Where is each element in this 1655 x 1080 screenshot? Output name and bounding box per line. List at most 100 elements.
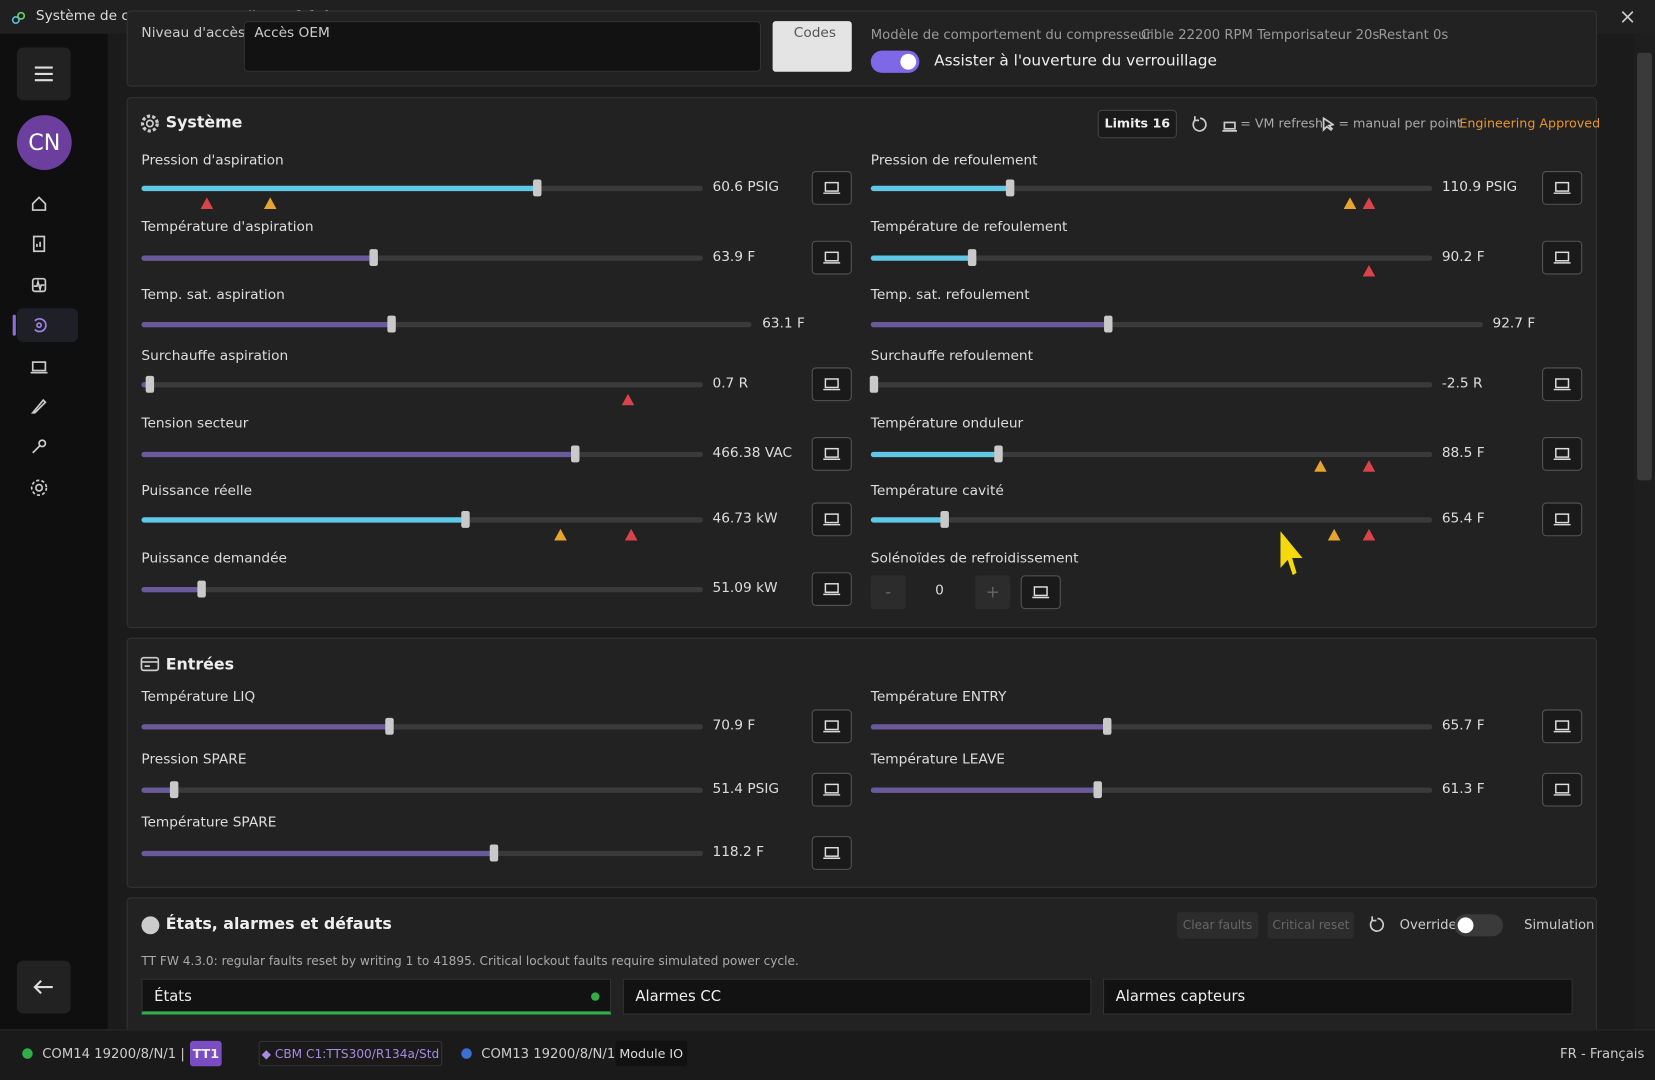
slider-track[interactable] bbox=[870, 723, 1433, 729]
monitor-button[interactable] bbox=[811, 502, 852, 537]
slider-thumb[interactable] bbox=[169, 781, 179, 799]
slider-track[interactable] bbox=[141, 321, 752, 327]
monitor-button[interactable] bbox=[811, 240, 852, 275]
slider-thumb[interactable] bbox=[1093, 781, 1102, 799]
nav-icon[interactable] bbox=[30, 397, 49, 416]
monitor-button[interactable] bbox=[811, 709, 852, 744]
back-button[interactable] bbox=[16, 960, 71, 1014]
monitor-button[interactable] bbox=[1542, 502, 1583, 537]
slider-thumb[interactable] bbox=[145, 375, 155, 393]
codes-button[interactable] bbox=[772, 21, 852, 72]
slider-thumb[interactable] bbox=[869, 375, 878, 393]
sidebar bbox=[0, 33, 108, 1030]
slider-thumb[interactable] bbox=[369, 249, 378, 267]
avatar[interactable]: CN bbox=[16, 115, 72, 170]
scroll-thumb[interactable] bbox=[1637, 52, 1652, 481]
slider-thumb[interactable] bbox=[385, 717, 394, 735]
monitor-button[interactable] bbox=[1542, 367, 1583, 402]
monitor-button[interactable] bbox=[1542, 171, 1583, 205]
monitor-button[interactable] bbox=[1542, 772, 1583, 807]
slider-track[interactable] bbox=[870, 321, 1483, 327]
close[interactable] bbox=[1620, 8, 1635, 25]
state-tab[interactable] bbox=[1102, 978, 1573, 1015]
slider-thumb[interactable] bbox=[197, 580, 207, 598]
nav-icon[interactable] bbox=[30, 357, 49, 376]
monitor-button[interactable] bbox=[811, 772, 852, 807]
nav-icon[interactable] bbox=[30, 437, 49, 456]
slider-track[interactable] bbox=[870, 254, 1433, 261]
badge: ◆ CBM C1:TTS300/R134a/Std bbox=[258, 1040, 443, 1067]
nav-icon[interactable] bbox=[30, 316, 49, 335]
slider-thumb[interactable] bbox=[533, 179, 542, 197]
slider-track[interactable] bbox=[141, 723, 703, 729]
slider-label: Température d'aspiration bbox=[141, 219, 314, 236]
critical-button[interactable]: Critical reset bbox=[1267, 912, 1355, 939]
icon-part bbox=[1322, 116, 1336, 132]
slider-thumb[interactable] bbox=[461, 510, 471, 528]
toggle-label: Assister à l'ouverture du verrouillage bbox=[934, 52, 1217, 70]
nav-icon[interactable] bbox=[30, 193, 49, 212]
slider-thumb[interactable] bbox=[387, 315, 396, 333]
monitor-button[interactable] bbox=[1542, 437, 1583, 471]
monitor-button[interactable] bbox=[1542, 240, 1583, 275]
slider-value: 60.6 PSIG bbox=[712, 179, 780, 196]
monitor-button[interactable] bbox=[811, 367, 852, 402]
refresh-icon[interactable] bbox=[1367, 914, 1388, 935]
limit-marker bbox=[624, 528, 638, 541]
slider-fill bbox=[870, 451, 999, 457]
monitor-button[interactable] bbox=[811, 171, 852, 205]
slider-value: -2.5 R bbox=[1441, 375, 1483, 392]
slider-label: Température LEAVE bbox=[870, 751, 1005, 768]
icon-part bbox=[823, 513, 841, 526]
icon-part bbox=[32, 235, 46, 253]
icon-part bbox=[32, 439, 47, 454]
state-tab[interactable] bbox=[622, 978, 1092, 1015]
nav-icon[interactable] bbox=[30, 478, 49, 497]
refresh-icon[interactable] bbox=[1190, 114, 1211, 135]
toggle-knob bbox=[1457, 917, 1474, 934]
slider-fill bbox=[870, 787, 1098, 793]
icon-part bbox=[35, 483, 44, 492]
section-title: Entrées bbox=[165, 654, 235, 674]
monitor-button[interactable] bbox=[1020, 575, 1061, 610]
slider-thumb[interactable] bbox=[1005, 179, 1015, 197]
icon-part bbox=[824, 846, 839, 857]
slider-thumb[interactable] bbox=[994, 445, 1004, 463]
limits-button[interactable]: Limits 16 bbox=[1097, 109, 1177, 139]
active-indicator bbox=[12, 314, 16, 336]
slider-track[interactable] bbox=[141, 254, 703, 261]
slider-track[interactable] bbox=[870, 381, 1433, 387]
menu-button[interactable] bbox=[16, 47, 71, 101]
nav-icon[interactable] bbox=[30, 276, 49, 295]
monitor-button[interactable] bbox=[811, 836, 852, 870]
slider-thumb[interactable] bbox=[940, 510, 950, 528]
icon-part bbox=[824, 720, 839, 731]
clear-button[interactable]: Clear faults bbox=[1176, 912, 1259, 939]
slider-fill bbox=[870, 723, 1108, 729]
slider-track[interactable] bbox=[141, 381, 703, 387]
slider-track[interactable] bbox=[870, 185, 1433, 191]
icon-part bbox=[1369, 916, 1385, 932]
icon-part bbox=[1621, 11, 1634, 23]
slider-track[interactable] bbox=[870, 516, 1433, 523]
plus-button[interactable]: + bbox=[975, 575, 1011, 610]
slider-thumb[interactable] bbox=[1102, 717, 1112, 735]
slider-thumb[interactable] bbox=[489, 844, 498, 862]
icon-part bbox=[1555, 783, 1570, 794]
minus-button[interactable]: - bbox=[870, 575, 906, 610]
slider-thumb[interactable] bbox=[571, 445, 580, 463]
slider-track[interactable] bbox=[870, 451, 1433, 457]
monitor-button[interactable] bbox=[811, 437, 852, 471]
monitor-button[interactable] bbox=[1542, 709, 1583, 744]
access-input[interactable] bbox=[243, 21, 762, 72]
slider-track[interactable] bbox=[141, 787, 703, 793]
monitor-button[interactable] bbox=[811, 572, 852, 606]
slider-thumb[interactable] bbox=[1104, 315, 1113, 333]
icon-part bbox=[1033, 586, 1048, 597]
slider-fill bbox=[141, 723, 390, 729]
state-tab[interactable] bbox=[141, 978, 612, 1015]
nav-icon[interactable] bbox=[30, 234, 49, 253]
slider-track[interactable] bbox=[141, 586, 703, 592]
slider-thumb[interactable] bbox=[967, 249, 977, 267]
slider-track[interactable] bbox=[870, 787, 1433, 793]
